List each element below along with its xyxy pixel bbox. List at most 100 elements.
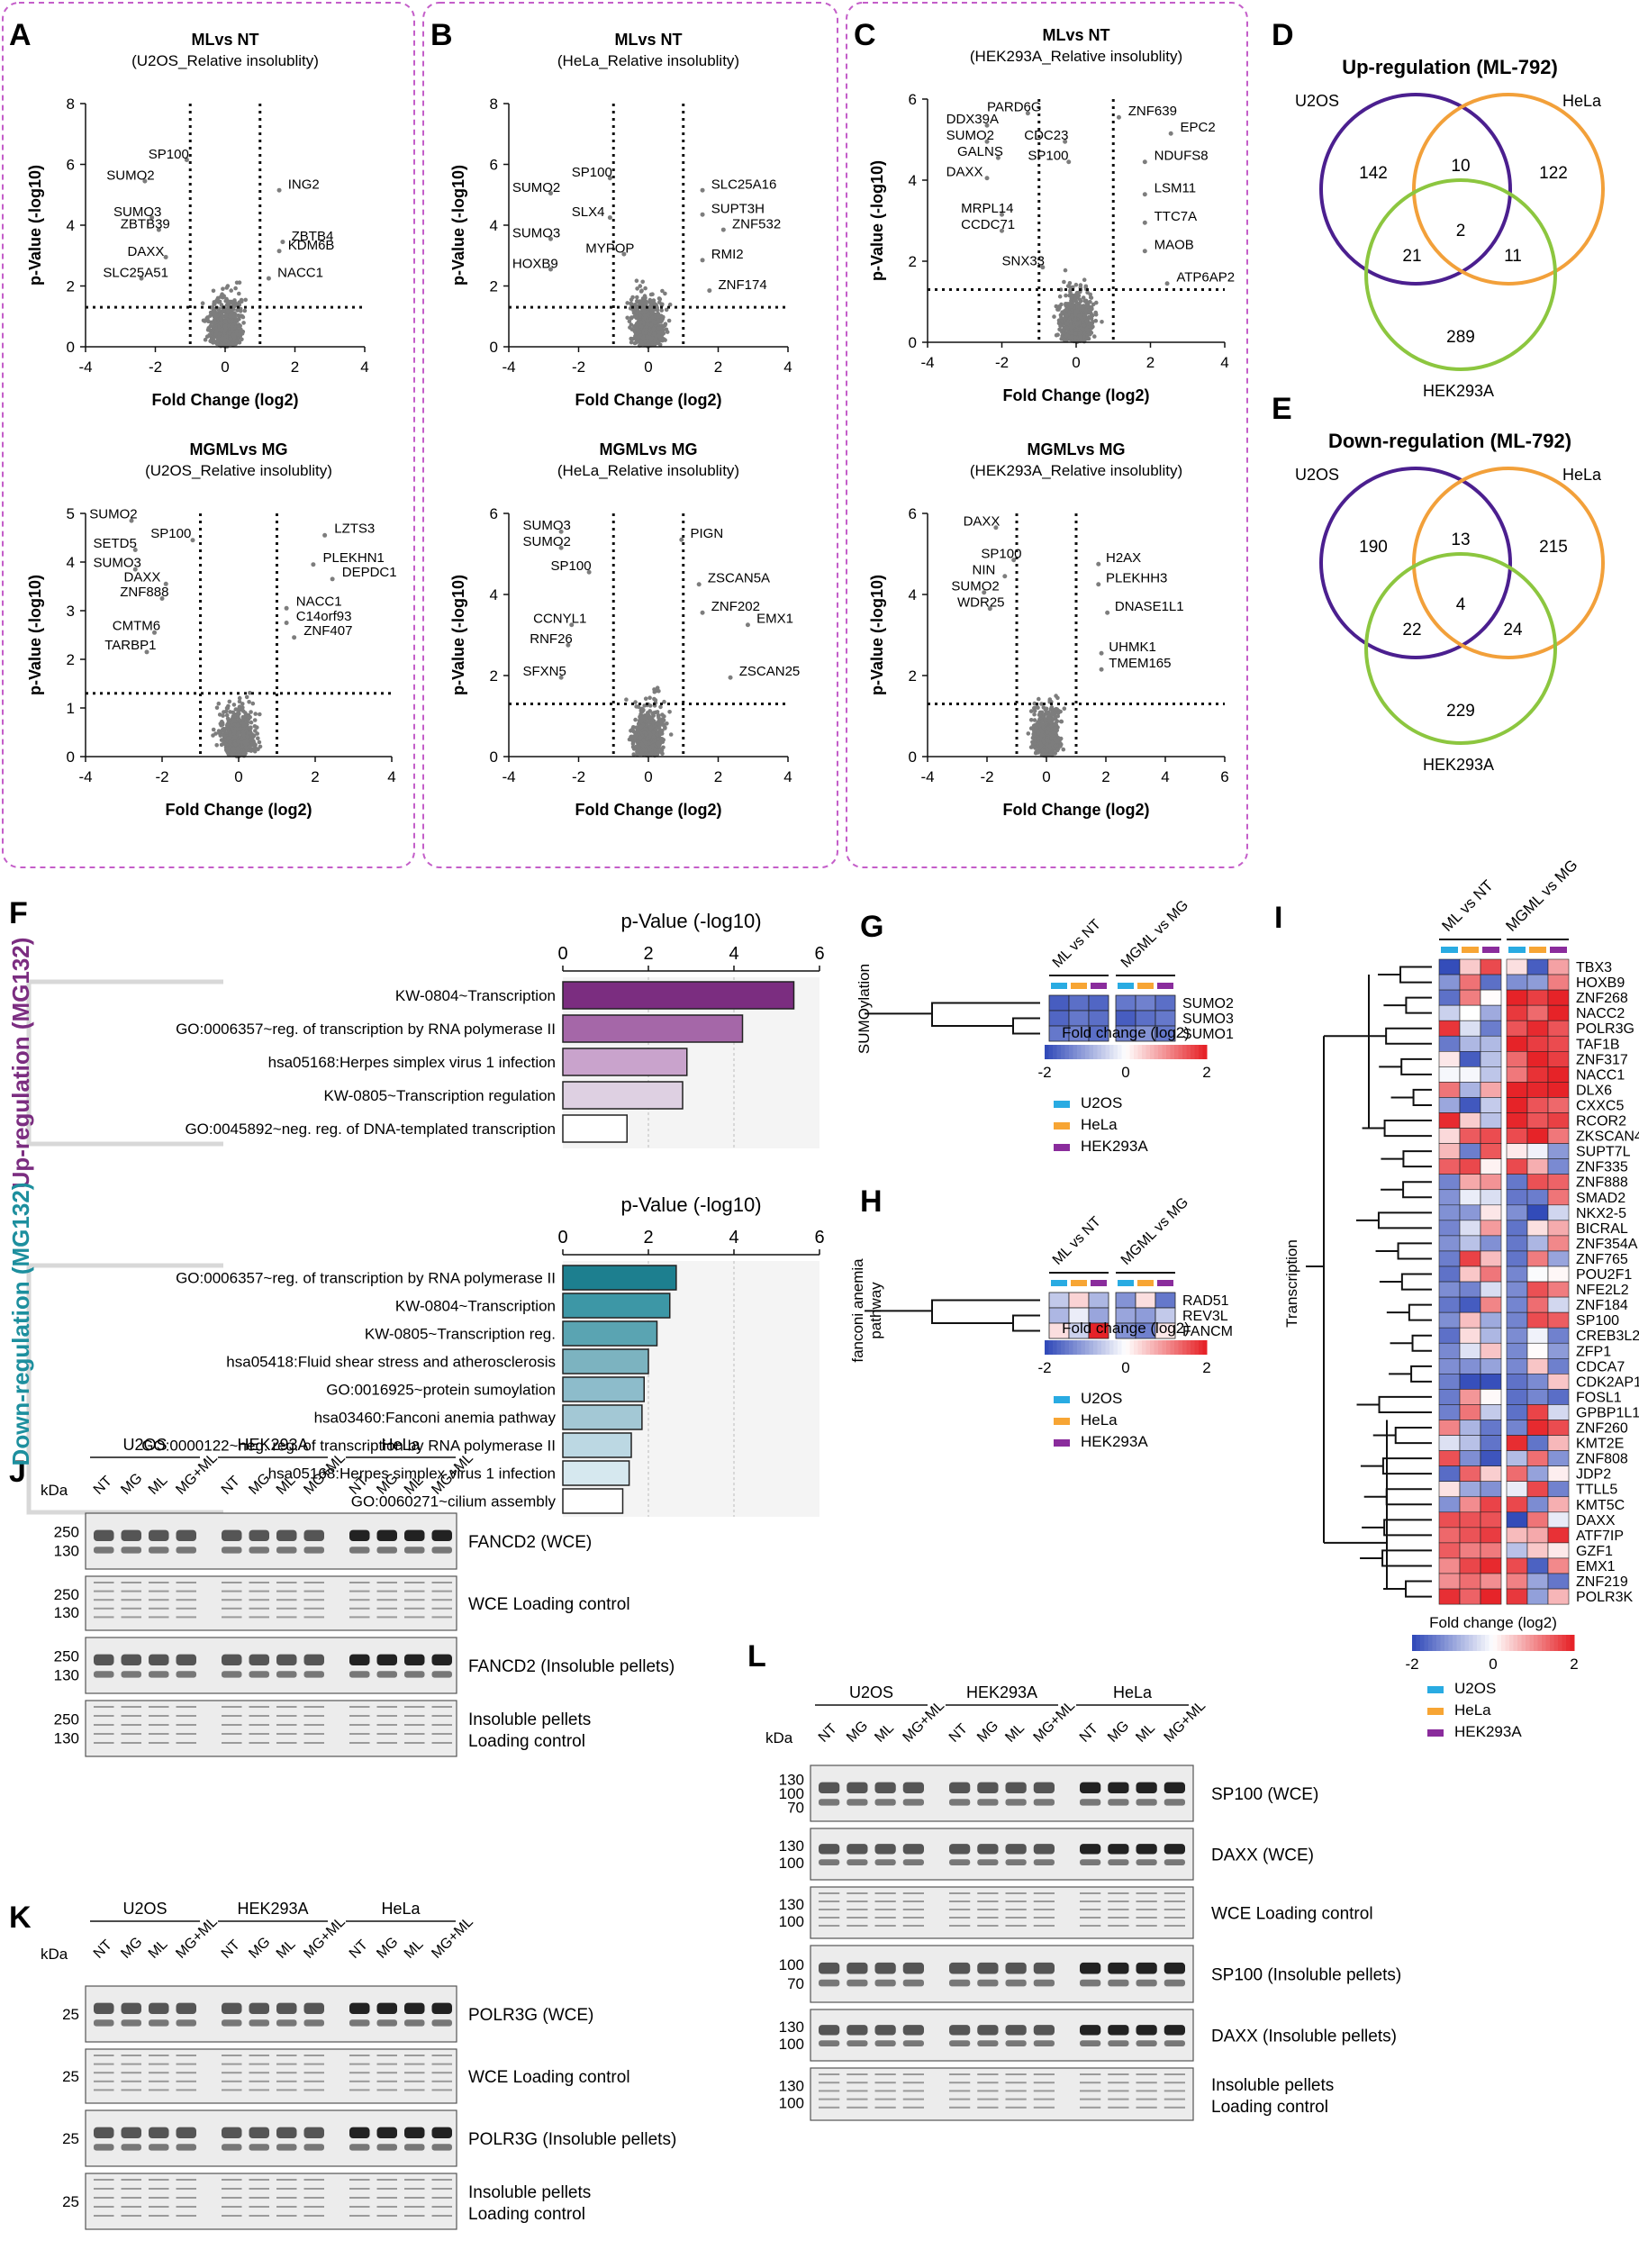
venn-count-u2os_hek: 21 bbox=[1402, 247, 1421, 266]
scale-tick: 2 bbox=[1202, 1064, 1210, 1081]
heatmap-cell bbox=[1527, 1389, 1548, 1404]
data-point bbox=[1050, 705, 1055, 710]
scale-step bbox=[1106, 1045, 1110, 1059]
scale-step bbox=[1109, 1340, 1114, 1355]
x-axis-label: Fold Change (log2) bbox=[152, 391, 299, 409]
highlighted-point bbox=[707, 288, 711, 293]
scale-step bbox=[1441, 1635, 1445, 1651]
down-regulation-label: Down-regulation (MG132) bbox=[7, 1183, 34, 1466]
row-label: HOXB9 bbox=[1576, 975, 1625, 991]
legend-swatch bbox=[1427, 1708, 1444, 1715]
data-point bbox=[660, 289, 665, 294]
data-point bbox=[212, 302, 216, 306]
heatmap-cell bbox=[1507, 1312, 1527, 1328]
band bbox=[404, 1591, 425, 1592]
data-point bbox=[665, 328, 669, 332]
heatmap-cell bbox=[1507, 1589, 1527, 1604]
heatmap-cell bbox=[1460, 1574, 1481, 1589]
heatmap-cell bbox=[1481, 1482, 1501, 1497]
data-point bbox=[1064, 307, 1069, 312]
cell-line-bar bbox=[1091, 983, 1107, 989]
gene-label: CCDC71 bbox=[961, 217, 1015, 232]
gene-label: CCNYL1 bbox=[533, 612, 586, 627]
volcano-plot-1: MLvs NT(U2OS_Relative insolublity)SP100S… bbox=[26, 31, 369, 409]
data-point bbox=[649, 323, 654, 328]
data-point bbox=[648, 726, 653, 730]
heatmap-cell bbox=[1548, 1436, 1569, 1451]
heatmap-cell bbox=[1527, 1266, 1548, 1282]
heatmap-cell bbox=[1439, 1574, 1460, 1589]
bar bbox=[563, 1321, 657, 1346]
gene-label: TTC7A bbox=[1155, 209, 1198, 224]
data-point bbox=[647, 695, 652, 700]
heatmap-cell bbox=[1481, 1374, 1501, 1389]
data-point bbox=[1064, 322, 1069, 326]
heatmap-cell bbox=[1548, 1420, 1569, 1436]
bar-category-label: GO:0006357~reg. of transcription by RNA … bbox=[176, 1270, 556, 1287]
data-point bbox=[230, 752, 234, 757]
data-point bbox=[1052, 314, 1056, 319]
data-point bbox=[214, 743, 219, 748]
scale-step bbox=[1522, 1635, 1526, 1651]
data-point bbox=[1086, 304, 1091, 308]
data-point bbox=[1045, 721, 1049, 725]
band bbox=[304, 1591, 325, 1592]
heatmap-cell bbox=[1507, 1021, 1527, 1036]
data-point bbox=[662, 719, 666, 723]
band bbox=[276, 1530, 297, 1541]
data-point bbox=[638, 310, 642, 314]
gene-label: GALNS bbox=[957, 144, 1003, 159]
data-point bbox=[1070, 314, 1074, 319]
highlighted-point bbox=[1096, 582, 1100, 586]
data-point bbox=[212, 309, 216, 313]
band bbox=[377, 1591, 398, 1592]
legend-label: HEK293A bbox=[1081, 1433, 1148, 1450]
highlighted-point bbox=[1165, 281, 1170, 286]
data-point bbox=[245, 734, 249, 739]
volcano-plot-4: MGMLvs MG(U2OS_Relative insolublity)SUMO… bbox=[26, 440, 397, 819]
y-tick-label: 2 bbox=[67, 278, 75, 295]
data-point bbox=[204, 338, 208, 342]
heatmap-cell bbox=[1507, 1466, 1527, 1482]
gene-label: H2AX bbox=[1106, 550, 1141, 566]
heatmap-cell bbox=[1481, 1144, 1501, 1159]
scale-step bbox=[1053, 1340, 1057, 1355]
heatmap-cell bbox=[1439, 1512, 1460, 1528]
heatmap-cell bbox=[1507, 1574, 1527, 1589]
highlighted-point bbox=[292, 635, 296, 640]
heatmap-cell bbox=[1527, 1436, 1548, 1451]
row-label: RCOR2 bbox=[1576, 1114, 1626, 1129]
heatmap-cell bbox=[1439, 1389, 1460, 1404]
cell-line-bar bbox=[1529, 947, 1546, 953]
gene-label: C14orf93 bbox=[296, 609, 352, 624]
band bbox=[304, 1616, 325, 1618]
scale-step bbox=[1514, 1635, 1518, 1651]
heatmap-cell bbox=[1507, 1343, 1527, 1358]
data-point bbox=[241, 321, 246, 325]
heatmap-cell bbox=[1439, 1082, 1460, 1097]
data-point bbox=[639, 299, 644, 304]
scale-step bbox=[1493, 1635, 1498, 1651]
data-point bbox=[211, 733, 215, 738]
data-point bbox=[244, 746, 249, 750]
heatmap-cell bbox=[1507, 1113, 1527, 1129]
heatmap-cell bbox=[1136, 995, 1155, 1011]
heatmap-cell bbox=[1527, 1036, 1548, 1051]
volcano-title: MGMLvs MG bbox=[1027, 440, 1125, 458]
data-point bbox=[218, 712, 222, 717]
heatmap-cell bbox=[1507, 1190, 1527, 1205]
data-point bbox=[630, 736, 635, 740]
data-point bbox=[630, 295, 635, 300]
heatmap-cell bbox=[1548, 1175, 1569, 1190]
data-point bbox=[657, 314, 662, 319]
data-point bbox=[1039, 743, 1044, 748]
heatmap-cell bbox=[1527, 1497, 1548, 1512]
heatmap-cell bbox=[1481, 1205, 1501, 1220]
data-point bbox=[667, 710, 672, 714]
heatmap-cell bbox=[1049, 1293, 1069, 1308]
axis-tick-label: 0 bbox=[557, 1228, 567, 1247]
scale-tick: 0 bbox=[1121, 1064, 1129, 1081]
heatmap-cell bbox=[1527, 1482, 1548, 1497]
data-point bbox=[235, 723, 240, 728]
